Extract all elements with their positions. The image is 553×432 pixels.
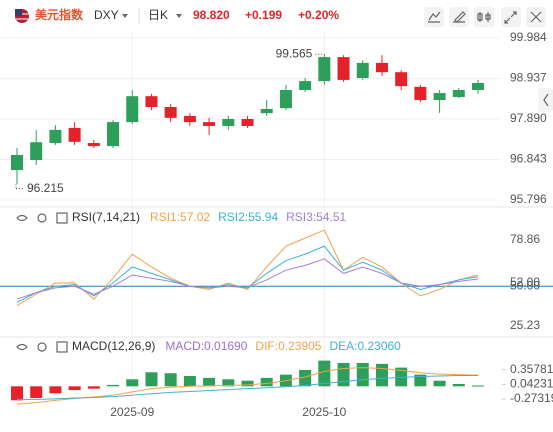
candle-body	[472, 83, 484, 90]
candle-body	[203, 122, 216, 126]
candle-body	[126, 96, 139, 123]
histogram-bar	[241, 380, 254, 387]
eye-icon[interactable]	[16, 343, 28, 351]
candle-body	[395, 72, 408, 87]
indicator-icons	[16, 212, 68, 353]
legend-entry: DEA:0.23060	[329, 339, 401, 353]
candle-body	[433, 93, 446, 101]
histogram-bar	[433, 380, 446, 387]
x-tick-label: 2025-10	[302, 405, 346, 419]
change-percent: +0.20%	[298, 8, 339, 22]
y-tick-label: 78.86	[510, 232, 540, 246]
candle-body	[375, 62, 388, 73]
price: 98.820	[193, 8, 230, 22]
candle-body	[49, 129, 62, 143]
legend-entry: DIF:0.23905	[255, 339, 321, 353]
legend-entry: RSI3:54.51	[286, 210, 346, 224]
histogram-bar	[183, 376, 196, 387]
tool-button[interactable]	[449, 7, 469, 27]
candle-body	[452, 89, 465, 97]
histogram-bar	[11, 386, 23, 401]
candle-body	[183, 115, 196, 123]
candle-body	[337, 57, 350, 80]
x-tick-label: 2025-09	[110, 405, 154, 419]
histogram-bar	[414, 374, 427, 387]
symbol-name[interactable]: 美元指数	[35, 7, 84, 22]
settings-icon[interactable]	[37, 213, 47, 223]
indicator-title: RSI(7,14,21)	[72, 210, 140, 224]
annotation: 99.565	[276, 46, 313, 60]
dropdown-arrow[interactable]	[122, 14, 128, 18]
histogram-bar	[87, 386, 100, 389]
histogram-bar	[145, 372, 158, 387]
legend-entry: RSI2:55.94	[218, 210, 278, 224]
histogram-bar	[375, 363, 388, 387]
expand-icon[interactable]	[56, 212, 68, 224]
legend-entry: RSI1:57.02	[150, 210, 210, 224]
histogram-bar	[222, 379, 235, 387]
histogram-bar	[30, 386, 43, 398]
tool-button[interactable]	[424, 7, 444, 27]
candle-body	[222, 119, 235, 126]
y-tick-label: 0.35781	[510, 362, 553, 376]
candle-body	[414, 86, 427, 101]
y-tick-label: 96.843	[510, 152, 547, 166]
histogram-bar	[318, 360, 331, 387]
dropdown-arrow[interactable]	[176, 14, 182, 18]
candle-body	[11, 154, 23, 171]
tool-button[interactable]	[474, 7, 494, 27]
histogram-bar	[299, 369, 312, 387]
histogram-bar	[260, 377, 273, 387]
candle-body	[241, 119, 254, 126]
candle-body	[30, 142, 43, 161]
candle-body	[145, 96, 158, 108]
histogram-bar	[472, 385, 484, 387]
histogram-bar	[337, 362, 350, 387]
histogram-bar	[68, 386, 81, 391]
y-tick-label: 0.04231	[510, 377, 553, 391]
y-tick-label: 99.984	[510, 30, 547, 44]
annotation: 96.215	[27, 181, 64, 195]
eye-icon[interactable]	[16, 214, 28, 222]
candle-body	[318, 57, 331, 82]
candle-body	[164, 107, 177, 118]
candle-body	[299, 81, 312, 90]
legend-entry: MACD:0.01690	[165, 339, 247, 353]
histogram-bar	[452, 383, 465, 387]
y-tick-label: 25.23	[510, 318, 540, 332]
candle-body	[279, 89, 292, 109]
collapse-button[interactable]	[538, 88, 553, 112]
period[interactable]: 日K	[148, 8, 168, 22]
indicator-line	[17, 375, 479, 400]
histogram-bar	[49, 386, 62, 394]
indicator-line	[16, 245, 479, 303]
candle-body	[356, 62, 369, 78]
candle-body	[107, 122, 120, 147]
candle-body	[68, 127, 81, 142]
y-tick-label: 95.796	[510, 192, 547, 206]
symbol-code[interactable]: DXY	[94, 8, 119, 22]
histogram-bar	[164, 373, 177, 387]
histogram-bar	[356, 362, 369, 387]
indicator-title: MACD(12,26,9)	[72, 339, 155, 353]
indicator-line	[16, 229, 479, 306]
y-tick-label: 50.00	[510, 278, 540, 292]
flag-icon	[15, 9, 29, 23]
y-tick-label: 97.890	[510, 111, 547, 125]
y-tick-label: 52.00	[510, 275, 540, 289]
y-tick-label: -0.27319	[510, 391, 553, 405]
candle-body	[87, 142, 100, 147]
candle-body	[260, 108, 273, 114]
histogram-bar	[203, 377, 216, 387]
expand-icon[interactable]	[56, 341, 68, 353]
change: +0.199	[245, 8, 282, 22]
settings-icon[interactable]	[37, 342, 47, 352]
histogram-bar	[126, 379, 139, 387]
histogram-bar	[107, 384, 120, 387]
toolbar	[424, 7, 553, 112]
y-tick-label: 98.937	[510, 71, 547, 85]
indicator-line	[16, 258, 479, 300]
